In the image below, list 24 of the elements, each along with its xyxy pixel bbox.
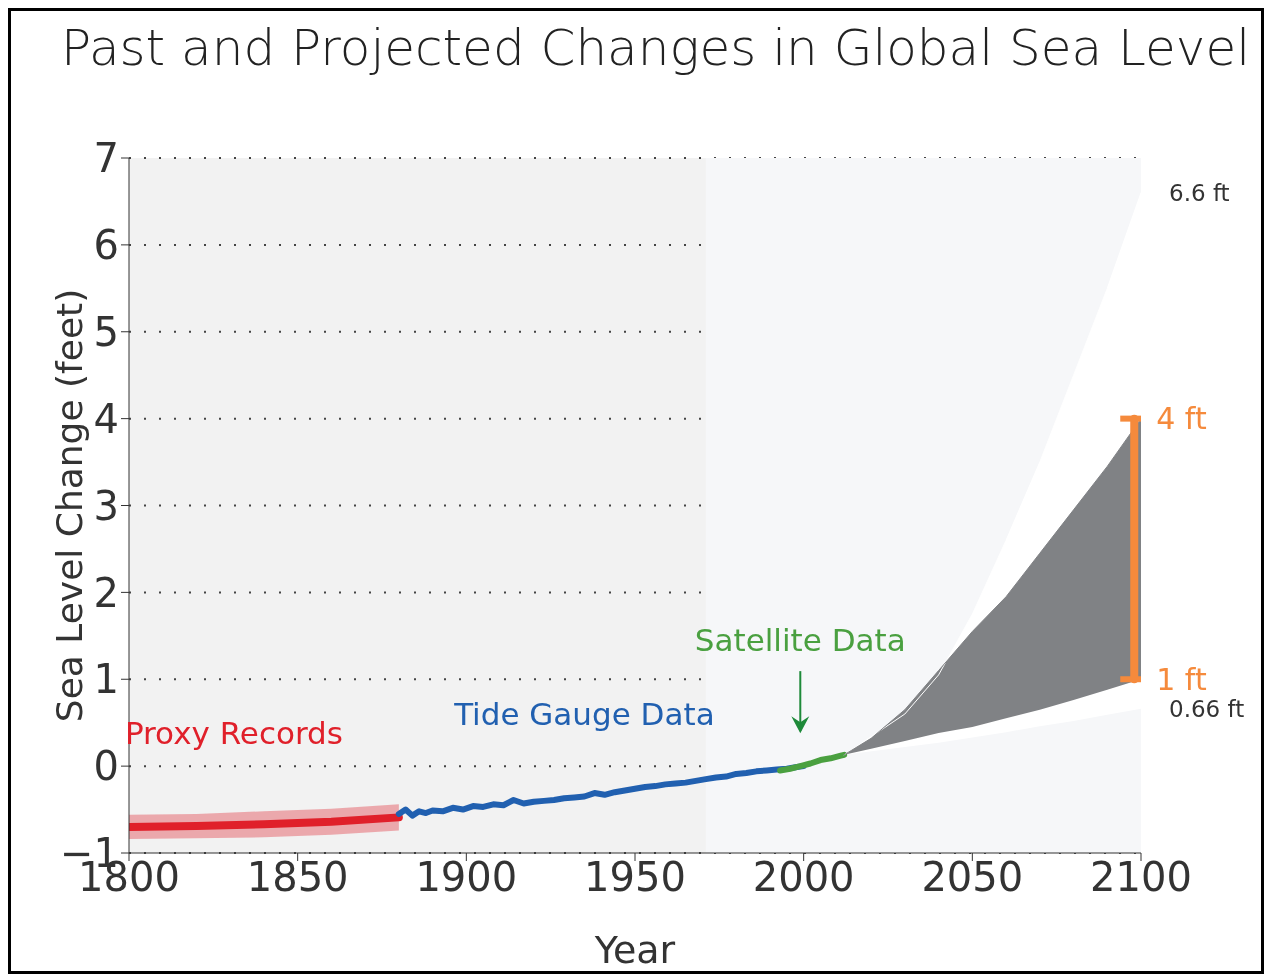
y-tick-label: 7 — [93, 135, 119, 182]
x-tick-label: 2000 — [752, 854, 855, 901]
x-tick-label: 1950 — [584, 854, 686, 901]
series-label: Tide Gauge Data — [453, 695, 715, 732]
x-tick-label: 2100 — [1090, 854, 1192, 901]
y-tick-label: 3 — [93, 482, 119, 529]
annotation: 6.6 ft — [1169, 179, 1230, 206]
data-label: 4 ft — [1156, 401, 1207, 437]
x-tick-label: 1850 — [246, 854, 349, 901]
y-tick-label: 0 — [93, 743, 119, 790]
data-label: 1 ft — [1156, 661, 1207, 697]
y-tick-label: 5 — [93, 308, 119, 355]
text: Proxy Records — [124, 715, 343, 752]
x-tick-label: 1900 — [415, 854, 518, 901]
y-tick-label: 2 — [93, 569, 119, 616]
y-tick-label: 6 — [93, 222, 119, 269]
y-tick-label: 1 — [93, 656, 119, 703]
x-axis-title: Year — [593, 928, 676, 972]
annotation: 0.66 ft — [1169, 695, 1245, 722]
chart-title: Past and Projected Changes in Global Sea Level — [61, 19, 1251, 77]
y-tick-label: 4 — [93, 395, 119, 442]
y-axis-title: Sea Level Change (feet) — [48, 288, 90, 723]
x-tick-label: 2050 — [921, 854, 1024, 901]
text: Satellite Data — [694, 622, 906, 659]
